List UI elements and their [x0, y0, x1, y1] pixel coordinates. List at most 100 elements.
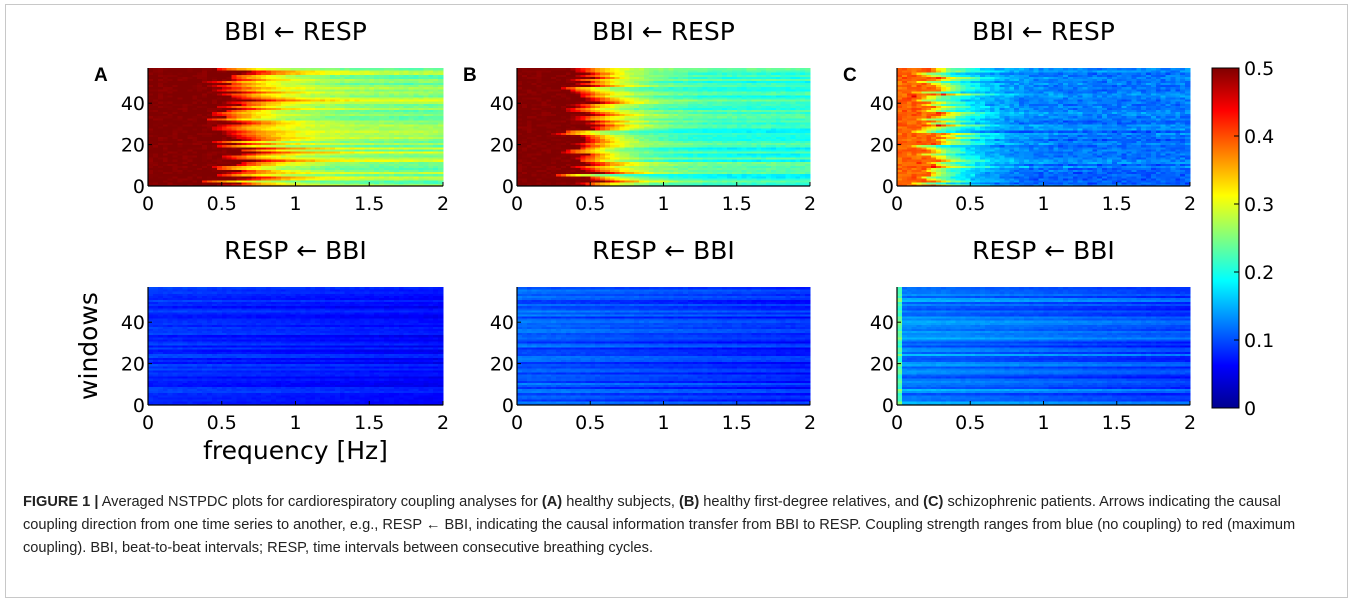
heatmap-cell: [384, 152, 390, 156]
heatmap-cell: [315, 154, 321, 158]
heatmap-cell: [388, 157, 395, 160]
heatmap-cell: [428, 128, 434, 131]
heatmap-cell: [354, 175, 361, 179]
heatmap-cell: [211, 138, 218, 142]
heatmap-cell: [182, 123, 188, 127]
heatmap-cell: [339, 179, 346, 183]
heatmap-cell: [177, 140, 184, 144]
heatmap-cell: [256, 146, 262, 150]
heatmap-cell: [266, 123, 272, 127]
heatmap-cell: [192, 123, 198, 127]
heatmap-cell: [364, 165, 370, 168]
heatmap-cell: [290, 173, 297, 177]
heatmap-cell: [162, 119, 169, 123]
heatmap-cell: [172, 152, 179, 156]
heatmap-cell: [157, 167, 164, 171]
heatmap-cell: [320, 161, 326, 164]
heatmap-cell: [325, 117, 331, 121]
heatmap-cell: [148, 163, 154, 166]
heatmap-cell: [384, 144, 390, 148]
heatmap-cell: [349, 146, 356, 150]
heatmap-cell: [433, 181, 439, 185]
heatmap-cell: [226, 144, 233, 148]
heatmap-cell: [344, 123, 351, 127]
heatmap-cell: [393, 154, 400, 158]
heatmap-cell: [364, 68, 370, 71]
heatmap-cell: [236, 136, 243, 139]
heatmap-cell: [280, 117, 287, 121]
heatmap-cell: [202, 142, 208, 146]
heatmap-cell: [226, 161, 233, 164]
heatmap-cell: [162, 177, 169, 181]
heatmap-cell: [167, 117, 174, 121]
heatmap-cell: [236, 134, 243, 137]
heatmap-cell: [216, 152, 223, 156]
heatmap-cell: [202, 150, 208, 154]
heatmap-cell: [221, 154, 228, 158]
heatmap-cell: [177, 165, 184, 168]
heatmap-cell: [187, 115, 193, 119]
heatmap-cell: [428, 121, 434, 125]
heatmap-cell: [369, 152, 375, 156]
heatmap-cell: [418, 150, 424, 154]
heatmap-cell: [152, 144, 159, 148]
heatmap-cell: [197, 125, 203, 129]
heatmap-cell: [388, 150, 395, 154]
heatmap-cell: [438, 175, 444, 179]
heatmap-cell: [266, 68, 272, 71]
heatmap-cell: [334, 146, 341, 150]
heatmap-cell: [388, 177, 395, 181]
heatmap-cell: [325, 173, 331, 177]
heatmap-cell: [418, 134, 424, 137]
heatmap-cell: [290, 152, 297, 156]
heatmap-cell: [221, 179, 228, 183]
heatmap-cell: [423, 121, 429, 125]
heatmap-cell: [305, 125, 311, 129]
heatmap-cell: [438, 128, 444, 131]
heatmap-cell: [384, 177, 390, 181]
heatmap-cell: [393, 183, 400, 187]
heatmap-cell: [246, 144, 252, 148]
heatmap-cell: [290, 148, 297, 152]
heatmap-cell: [359, 165, 365, 168]
heatmap-cell: [344, 163, 351, 166]
heatmap-cell: [329, 181, 336, 185]
heatmap-cell: [393, 152, 400, 156]
heatmap-cell: [167, 132, 174, 135]
heatmap-cell: [334, 142, 341, 146]
heatmap-cell: [329, 165, 336, 168]
heatmap-cell: [418, 128, 424, 131]
heatmap-cell: [334, 171, 341, 175]
heatmap-cell: [315, 130, 321, 133]
heatmap-cell: [172, 121, 179, 125]
heatmap-cell: [300, 157, 306, 160]
heatmap-cell: [403, 175, 410, 179]
heatmap-cell: [310, 125, 316, 129]
heatmap-cell: [349, 171, 356, 175]
heatmap-cell: [236, 165, 243, 168]
heatmap-cell: [221, 68, 228, 71]
heatmap-cell: [349, 134, 356, 137]
heatmap-cell: [202, 136, 208, 139]
heatmap-cell: [251, 183, 257, 187]
heatmap-cell: [344, 159, 351, 162]
heatmap-cell: [192, 179, 198, 183]
heatmap-cell: [290, 146, 297, 150]
heatmap-cell: [187, 152, 193, 156]
heatmap-cell: [216, 181, 223, 185]
heatmap-cell: [251, 150, 257, 154]
heatmap-cell: [236, 138, 243, 142]
heatmap-cell: [388, 123, 395, 127]
heatmap-cell: [256, 154, 262, 158]
heatmap-cell: [364, 183, 370, 187]
heatmap-cell: [256, 123, 262, 127]
heatmap-cell: [187, 173, 193, 177]
heatmap-cell: [295, 159, 302, 162]
heatmap-cell: [285, 132, 292, 135]
heatmap-cell: [207, 177, 213, 181]
heatmap-cell: [177, 142, 184, 146]
heatmap-cell: [285, 154, 292, 158]
heatmap-cell: [172, 154, 179, 158]
heatmap-cell: [310, 169, 316, 173]
heatmap-cell: [177, 128, 184, 131]
